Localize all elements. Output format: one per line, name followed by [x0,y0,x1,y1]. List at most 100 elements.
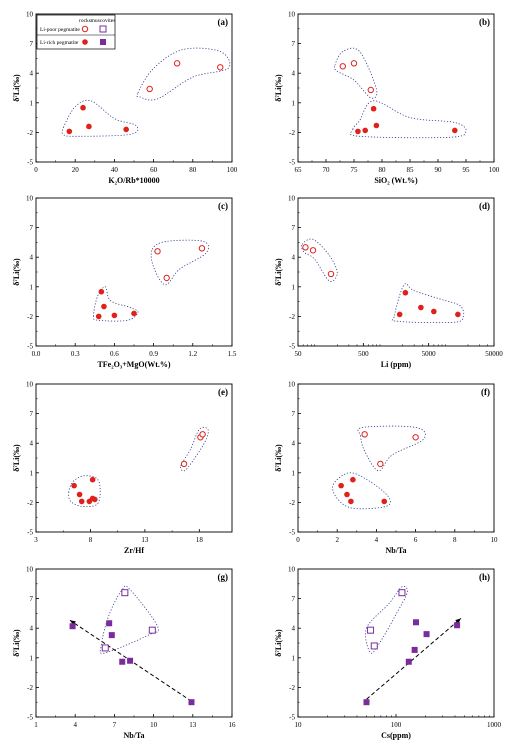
y-tick-label: 10 [288,11,296,19]
y-tick-label: 4 [30,440,34,448]
group-envelope [357,425,426,472]
li-rich-point [413,619,420,626]
x-tick-label: 80 [189,166,197,174]
legend-col-rocks: rocks [79,18,91,24]
panel-label: (b) [479,17,490,27]
li-poor-point [198,245,206,252]
group-envelope [349,100,467,139]
li-rich-point [101,303,107,310]
y-tick-label: -5 [289,714,295,722]
li-poor-point [101,644,109,652]
x-axis-title: Li (ppm) [381,360,412,369]
panel-label: (g) [218,572,229,582]
group-envelope [332,472,391,510]
group-envelope [61,99,139,137]
y-axis-title: δ⁷Li(‰) [274,444,283,472]
y-tick-label: 1 [30,283,34,291]
li-rich-point [402,289,409,296]
x-tick-label: 10 [150,721,158,729]
y-tick-label: -2 [27,313,33,321]
x-tick-label: 10 [295,721,303,729]
li-rich-point [92,496,98,503]
li-rich-point [76,491,83,498]
y-axis-title: δ⁷Li(‰) [12,258,21,286]
y-tick-label: -5 [289,529,295,537]
li-poor-point [302,244,309,251]
trend-arrow-head [455,618,461,624]
x-tick-label: 4 [375,536,379,544]
li-rich-point [363,699,370,706]
x-tick-label: 6 [414,536,418,544]
li-rich-point [373,122,380,129]
x-tick-label: 13 [141,536,149,544]
panel-g: 1 4 7 10 13 16 -5 -2 1 4 7 10 Nb/Ta δ⁷Li(‰) (g) [12,566,236,740]
x-tick-label: 90 [435,166,443,174]
y-tick-label: 10 [26,195,34,203]
y-tick-label: 7 [292,40,296,48]
li-rich-point [188,699,195,706]
x-tick-label: 85 [407,166,415,174]
li-poor-point [180,460,188,468]
li-rich-point [452,127,458,134]
x-tick-label: 50000 [485,350,503,358]
legend: rocks muscovites Li-poor pegmatite Li-rich … [36,14,116,50]
x-axis-title: Nb/Ta [123,731,144,740]
li-rich-point [71,482,77,489]
x-tick-label: 0.3 [71,350,80,358]
plot-frame [35,568,233,718]
y-tick-label: 1 [292,99,296,107]
li-rich-point [362,127,369,134]
y-axis-title: δ⁷Li(‰) [274,74,283,102]
y-tick-label: 10 [26,11,34,19]
group-envelope [365,585,408,654]
x-tick-label: 10 [491,536,499,544]
li-poor-point [370,642,378,650]
li-poor-point [327,270,335,278]
panel-label: (a) [218,17,229,27]
x-tick-label: 8 [453,536,457,544]
li-rich-point [95,313,102,320]
li-poor-point [146,85,153,93]
x-tick-label: 75 [351,166,359,174]
li-rich-point [127,657,134,664]
x-tick-label: 7 [113,721,117,729]
li-poor-point [173,60,181,67]
li-poor-point [199,431,206,438]
li-rich-point [370,105,377,112]
li-rich-point [66,128,73,135]
y-tick-label: 10 [26,566,34,574]
y-tick-label: -2 [289,313,295,321]
y-tick-label: 4 [292,440,296,448]
x-tick-label: 50 [295,350,303,358]
panel-label: (c) [218,201,228,211]
y-tick-label: 1 [292,283,296,291]
legend-col-muscovites: muscovites [91,18,116,24]
li-rich-point [86,123,92,130]
y-tick-label: -2 [27,499,33,507]
li-poor-point [163,274,170,282]
y-tick-label: -5 [27,159,33,167]
x-tick-label: 0 [296,536,300,544]
x-tick-label: 13 [189,721,197,729]
plot-frame [35,383,233,533]
x-tick-label: 1000 [487,721,502,729]
x-tick-label: 3 [34,536,38,544]
plot-frame [297,197,495,347]
li-rich-point [348,498,354,505]
plot-frame [297,383,495,533]
x-tick-label: 80 [379,166,387,174]
li-rich-point [423,631,430,638]
li-rich-point [355,128,361,135]
x-axis-title: TFe₂O₃+MgO(Wt.%) [97,360,170,369]
y-tick-label: 7 [292,410,296,418]
li-poor-point [361,431,368,438]
x-tick-label: 1 [34,721,38,729]
legend-li-poor-muscovite-symbol [99,25,107,33]
panel-b: 65 70 75 80 85 90 95 100 -5 -2 1 4 7 10 SiO₂ (Wt.%) δ⁷L… [274,11,500,186]
x-tick-label: 100 [391,721,402,729]
y-tick-label: 4 [292,254,296,262]
plot-frame [297,13,495,163]
y-tick-label: 1 [292,469,296,477]
y-axis-title: δ⁷Li(‰) [12,74,21,102]
li-poor-point [154,248,161,255]
